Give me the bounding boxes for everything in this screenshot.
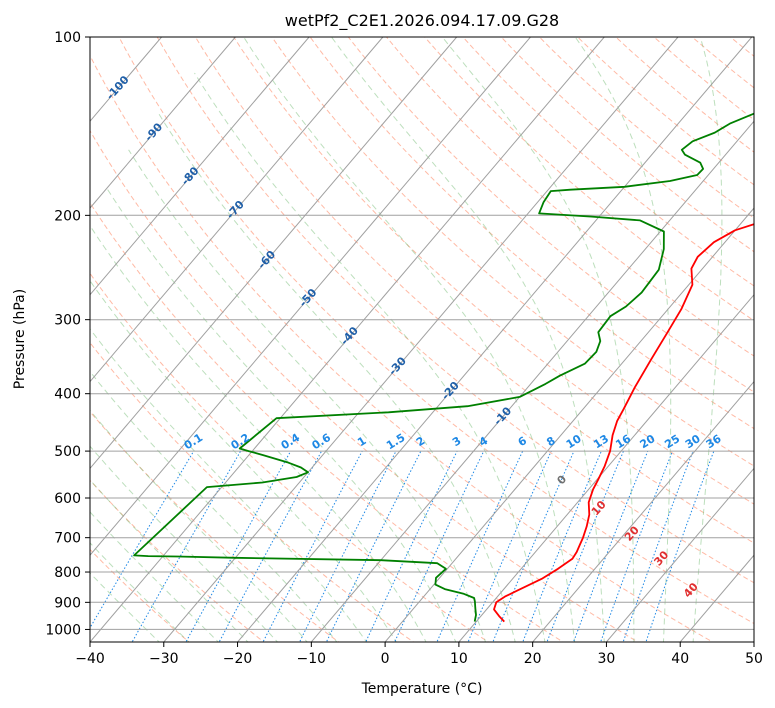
y-tick-label: 300 bbox=[54, 313, 81, 329]
moist-adiabat-line bbox=[90, 409, 308, 642]
dry-adiabat-line bbox=[233, 37, 754, 505]
mixing-ratio-line bbox=[622, 450, 694, 642]
dry-adiabat-line bbox=[90, 201, 564, 642]
y-tick-label: 100 bbox=[54, 30, 81, 46]
y-tick-label: 200 bbox=[54, 208, 81, 224]
moist-adiabat-line bbox=[90, 572, 160, 642]
isotherm-line bbox=[532, 380, 754, 642]
moist-adiabat-line bbox=[128, 149, 487, 642]
x-tick-label: −20 bbox=[223, 651, 253, 667]
moist-adiabat-line bbox=[90, 542, 190, 642]
mixing-ratio-line bbox=[436, 450, 524, 642]
moist-adiabat-line bbox=[90, 224, 427, 642]
gridlines bbox=[90, 37, 754, 642]
dry-adiabat-line bbox=[347, 37, 754, 393]
y-tick-label: 400 bbox=[54, 387, 81, 403]
chart-title: wetPf2_C2E1.2026.094.17.09.G28 bbox=[285, 11, 559, 31]
profile-series bbox=[133, 112, 754, 623]
isotherm-line bbox=[310, 120, 754, 642]
plot-area bbox=[90, 37, 754, 642]
isotherm-line bbox=[458, 294, 754, 642]
y-tick-label: 800 bbox=[54, 565, 81, 581]
temperature-profile-line bbox=[493, 223, 754, 623]
moist-adiabat-line bbox=[90, 479, 249, 642]
x-tick-label: −30 bbox=[149, 651, 179, 667]
x-tick-label: 40 bbox=[671, 651, 689, 667]
dry-adiabat-line bbox=[462, 37, 754, 287]
dry-adiabat-line bbox=[753, 24, 775, 645]
dry-adiabat-line bbox=[118, 37, 754, 625]
isotherm-line bbox=[384, 207, 754, 642]
mixing-ratio-line bbox=[600, 450, 673, 642]
moist-adiabat-line bbox=[158, 113, 516, 642]
dry-adiabat-line bbox=[385, 37, 754, 357]
x-axis: −40 −30 −20 −10 0 10 20 30 40 50 bbox=[75, 642, 763, 667]
mixing-ratio-line bbox=[394, 450, 485, 642]
isotherm-line bbox=[163, 37, 679, 642]
x-tick-label: 30 bbox=[598, 651, 616, 667]
mixing-ratio-line bbox=[522, 450, 602, 642]
mixing-ratio-line bbox=[218, 450, 323, 642]
moist-adiabat-line bbox=[90, 445, 279, 642]
dry-adiabat-line bbox=[309, 37, 754, 430]
dry-adiabat-line bbox=[90, 341, 415, 642]
isotherm-line bbox=[606, 467, 754, 642]
y-tick-label: 700 bbox=[54, 531, 81, 547]
isotherm-line bbox=[90, 37, 236, 209]
x-axis-label: Temperature (°C) bbox=[361, 681, 483, 697]
moist-adiabat-line bbox=[90, 280, 397, 642]
isotherm-line bbox=[90, 37, 458, 470]
x-tick-label: 0 bbox=[381, 651, 390, 667]
mixing-ratio-line bbox=[90, 450, 195, 629]
moist-adiabat-line bbox=[194, 72, 546, 642]
isotherm-line bbox=[237, 37, 753, 642]
y-axis: 100 200 300 400 500 600 700 800 900 1000 bbox=[45, 30, 90, 638]
x-tick-label: 10 bbox=[450, 651, 468, 667]
y-axis-label: Pressure (hPa) bbox=[12, 289, 28, 389]
dewpoint-profile-line bbox=[133, 112, 754, 622]
mixing-ratio-line bbox=[645, 450, 715, 642]
isotherm-line bbox=[90, 37, 384, 383]
mixing-ratio-line bbox=[546, 450, 624, 642]
isotherm-line bbox=[90, 37, 310, 296]
isotherm-line bbox=[90, 37, 531, 556]
mixing-ratio-line bbox=[572, 450, 649, 642]
moist-adiabat-line bbox=[90, 328, 368, 642]
x-tick-label: 20 bbox=[524, 651, 542, 667]
x-tick-label: −10 bbox=[297, 651, 327, 667]
y-tick-label: 900 bbox=[54, 595, 81, 611]
y-tick-label: 600 bbox=[54, 491, 81, 507]
x-tick-label: 50 bbox=[745, 651, 763, 667]
isotherm-line bbox=[90, 37, 605, 642]
y-tick-label: 500 bbox=[54, 444, 81, 460]
mixing-ratio-line bbox=[325, 450, 422, 642]
dry-adiabat-line bbox=[156, 37, 754, 584]
x-tick-label: −40 bbox=[75, 651, 105, 667]
mixing-ratio-line bbox=[299, 450, 397, 642]
y-tick-label: 1000 bbox=[45, 622, 81, 638]
plot-frame bbox=[89, 36, 755, 643]
isotherm-line bbox=[753, 641, 754, 642]
moist-adiabat-line bbox=[106, 187, 457, 642]
moist-adiabat-line bbox=[90, 370, 338, 642]
